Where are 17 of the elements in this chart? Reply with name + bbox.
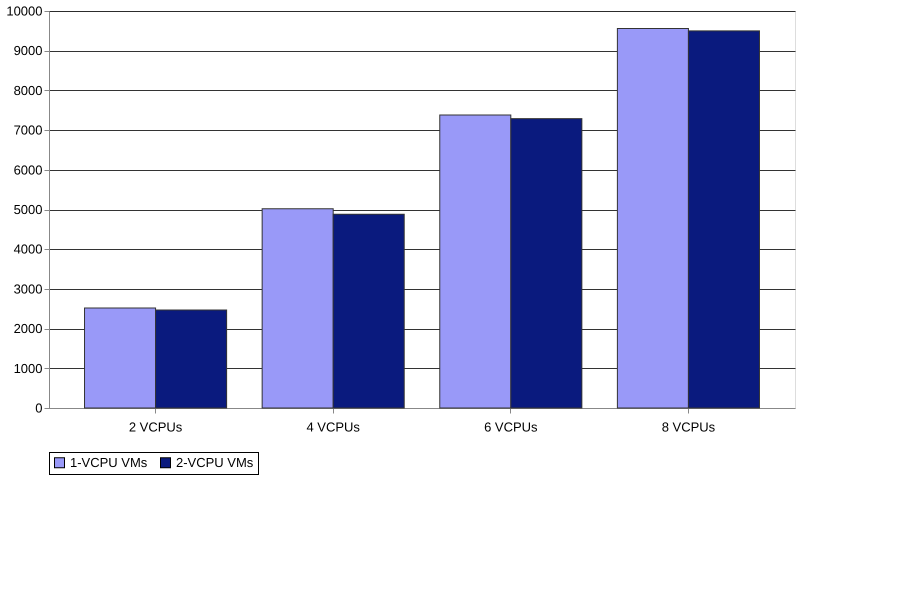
y-tick-label: 1000 bbox=[14, 360, 42, 376]
x-tick-label: 4 VCPUs bbox=[306, 420, 360, 434]
legend-label: 1-VCPU VMs bbox=[70, 454, 148, 470]
y-tick-label: 3000 bbox=[14, 281, 42, 296]
y-tick-label: 8000 bbox=[14, 82, 42, 98]
y-tick-label: 7000 bbox=[14, 122, 42, 138]
y-tick-label: 9000 bbox=[14, 43, 42, 58]
y-tick-label: 10000 bbox=[6, 4, 42, 18]
y-tick-label: 5000 bbox=[14, 202, 42, 217]
y-tick-label: 2000 bbox=[14, 321, 42, 336]
x-tick-label: 6 VCPUs bbox=[484, 420, 538, 434]
x-tick-label: 2 VCPUs bbox=[128, 420, 183, 434]
y-tick-label: 6000 bbox=[14, 162, 42, 178]
x-tick-label: 8 VCPUs bbox=[662, 420, 716, 434]
y-tick-label: 4000 bbox=[14, 242, 42, 257]
legend-label: 2-VCPU VMs bbox=[176, 454, 254, 470]
y-tick-label: 0 bbox=[35, 400, 42, 416]
